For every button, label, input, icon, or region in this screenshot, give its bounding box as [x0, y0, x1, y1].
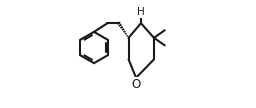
Text: H: H	[137, 7, 145, 17]
Text: O: O	[132, 78, 141, 91]
Text: O: O	[132, 78, 141, 91]
